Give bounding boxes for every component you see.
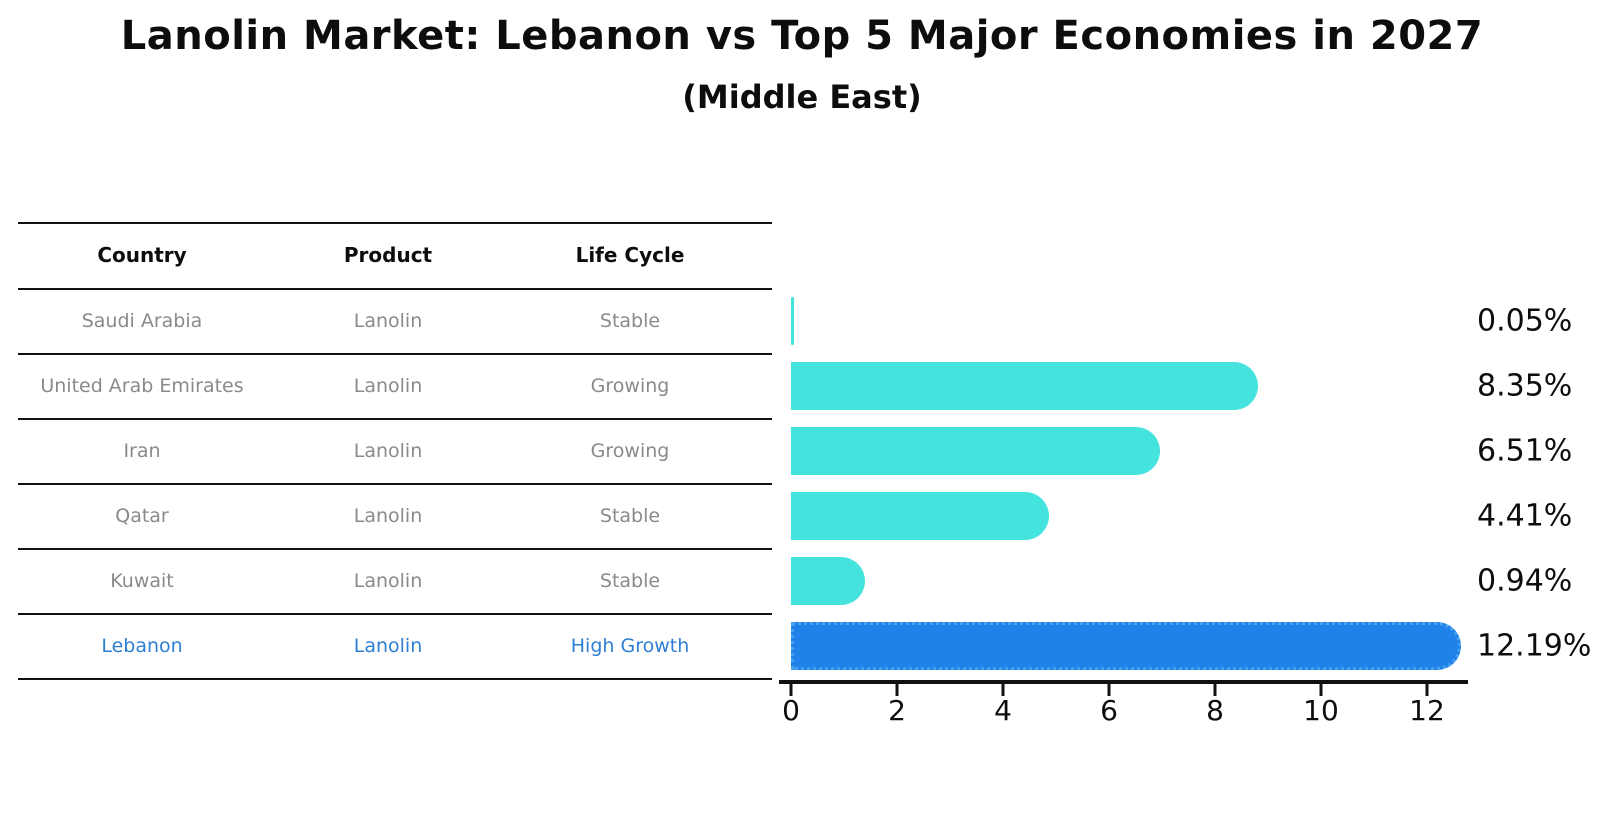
table-header-life-cycle: Life Cycle [575,243,685,267]
table-cell-life-cycle: Growing [590,374,670,397]
bar-value-label: 6.51% [1477,433,1573,468]
table-rule [18,548,772,550]
chart-subtitle: (Middle East) [682,78,922,116]
x-axis-line [779,680,1468,684]
table-rule [18,678,772,680]
table-rule [18,483,772,485]
table-cell-product: Lanolin [353,439,423,462]
x-axis-tick [789,684,793,696]
x-axis-tick [1213,684,1217,696]
x-axis-tick [1425,684,1429,696]
table-cell-product: Lanolin [353,634,423,657]
table-cell-country: United Arab Emirates [40,374,244,397]
x-axis-tick [895,684,899,696]
table-rule [18,353,772,355]
table-cell-country: Qatar [115,504,169,527]
table-cell-country: Lebanon [101,634,183,657]
bar-qatar [791,491,1049,540]
x-axis-tick-label: 4 [994,694,1012,727]
x-axis-tick-label: 0 [782,694,800,727]
x-axis-tick-label: 6 [1100,694,1118,727]
x-axis-tick-label: 12 [1409,694,1445,727]
bar-value-label: 12.19% [1477,628,1592,663]
table-rule [18,288,772,290]
table-header-country: Country [97,243,187,267]
bar-value-label: 0.94% [1477,563,1573,598]
table-cell-life-cycle: Stable [599,309,661,332]
bar-lebanon [791,621,1462,670]
chart-title: Lanolin Market: Lebanon vs Top 5 Major E… [120,13,1484,59]
table-cell-product: Lanolin [353,309,423,332]
table-cell-product: Lanolin [353,374,423,397]
bar-value-label: 0.05% [1477,303,1573,338]
x-axis-tick-label: 2 [888,694,906,727]
bar-value-label: 4.41% [1477,498,1573,533]
table-cell-country: Saudi Arabia [81,309,203,332]
table-rule [18,222,772,224]
x-axis-tick [1107,684,1111,696]
table-cell-life-cycle: Stable [599,504,661,527]
bar-kuwait [791,556,865,605]
table-cell-product: Lanolin [353,569,423,592]
table-cell-life-cycle: High Growth [570,634,690,657]
x-axis-tick-label: 8 [1206,694,1224,727]
bar-iran [791,426,1161,475]
table-cell-country: Iran [123,439,161,462]
bar-value-label: 8.35% [1477,368,1573,403]
table-cell-country: Kuwait [110,569,174,592]
bar-saudi-arabia [791,296,794,345]
x-axis-tick [1001,684,1005,696]
table-cell-product: Lanolin [353,504,423,527]
table-rule [18,418,772,420]
x-axis-tick [1319,684,1323,696]
table-cell-life-cycle: Growing [590,439,670,462]
bar-united-arab-emirates [791,361,1258,410]
table-rule [18,613,772,615]
table-header-product: Product [343,243,433,267]
table-cell-life-cycle: Stable [599,569,661,592]
x-axis-tick-label: 10 [1303,694,1339,727]
